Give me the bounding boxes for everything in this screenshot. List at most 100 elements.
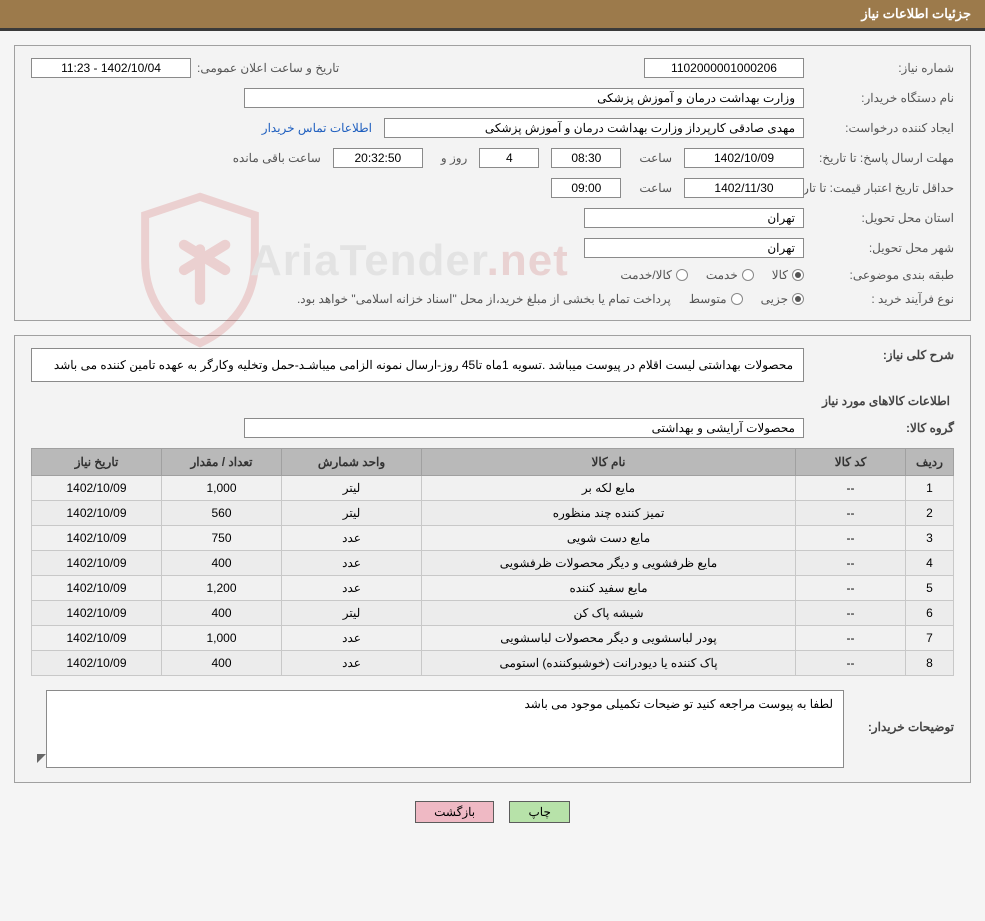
- col-name: نام کالا: [422, 449, 796, 476]
- requester-label: ایجاد کننده درخواست:: [804, 121, 954, 135]
- province-label: استان محل تحویل:: [804, 211, 954, 225]
- radio-goods-label: کالا: [766, 268, 788, 282]
- table-cell: --: [796, 626, 906, 651]
- radio-goods-service[interactable]: [676, 269, 688, 281]
- table-cell: 1402/10/09: [32, 476, 162, 501]
- table-cell: عدد: [282, 626, 422, 651]
- table-cell: 1: [906, 476, 954, 501]
- table-cell: لیتر: [282, 501, 422, 526]
- radio-medium[interactable]: [731, 293, 743, 305]
- table-cell: عدد: [282, 651, 422, 676]
- table-cell: 8: [906, 651, 954, 676]
- table-cell: --: [796, 526, 906, 551]
- process-note: پرداخت تمام یا بخشی از مبلغ خرید،از محل …: [31, 292, 671, 306]
- remaining-label: ساعت باقی مانده: [227, 151, 321, 165]
- print-button[interactable]: چاپ: [509, 801, 569, 823]
- table-cell: 1402/10/09: [32, 626, 162, 651]
- table-cell: --: [796, 601, 906, 626]
- details-panel: شماره نیاز: 1102000001000206 تاریخ و ساع…: [14, 45, 971, 321]
- table-cell: 7: [906, 626, 954, 651]
- hour-label-1: ساعت: [633, 151, 672, 165]
- table-cell: --: [796, 576, 906, 601]
- need-number-value: 1102000001000206: [644, 58, 804, 78]
- table-cell: 1402/10/09: [32, 576, 162, 601]
- table-cell: لیتر: [282, 601, 422, 626]
- table-cell: 4: [906, 551, 954, 576]
- resize-handle-icon[interactable]: [37, 754, 46, 763]
- table-cell: 1402/10/09: [32, 651, 162, 676]
- items-section-title: اطلاعات کالاهای مورد نیاز: [31, 394, 950, 408]
- deadline-date: 1402/10/09: [684, 148, 804, 168]
- table-cell: --: [796, 501, 906, 526]
- goods-group-value: محصولات آرایشی و بهداشتی: [244, 418, 804, 438]
- table-header-row: ردیف کد کالا نام کالا واحد شمارش تعداد /…: [32, 449, 954, 476]
- col-unit: واحد شمارش: [282, 449, 422, 476]
- buyer-note-text: لطفا به پیوست مراجعه کنید تو ضیحات تکمیل…: [46, 690, 844, 768]
- table-cell: 5: [906, 576, 954, 601]
- table-cell: --: [796, 551, 906, 576]
- table-cell: 400: [162, 551, 282, 576]
- table-cell: 400: [162, 601, 282, 626]
- table-row: 7--پودر لباسشویی و دیگر محصولات لباسشویی…: [32, 626, 954, 651]
- table-cell: مایع لکه بر: [422, 476, 796, 501]
- buyer-note-label: توضیحات خریدار:: [844, 690, 954, 734]
- min-valid-date: 1402/11/30: [684, 178, 804, 198]
- radio-medium-label: متوسط: [683, 292, 727, 306]
- table-cell: 750: [162, 526, 282, 551]
- back-button[interactable]: بازگشت: [415, 801, 494, 823]
- radio-partial-label: جزیی: [755, 292, 788, 306]
- overall-need-text: محصولات بهداشتی لیست اقلام در پیوست میبا…: [31, 348, 804, 382]
- table-cell: مایع دست شویی: [422, 526, 796, 551]
- announce-value: 1402/10/04 - 11:23: [31, 58, 191, 78]
- hour-label-2: ساعت: [633, 181, 672, 195]
- table-row: 4--مایع ظرفشویی و دیگر محصولات ظرفشوییعد…: [32, 551, 954, 576]
- col-row: ردیف: [906, 449, 954, 476]
- table-cell: پودر لباسشویی و دیگر محصولات لباسشویی: [422, 626, 796, 651]
- days-and-label: روز و: [435, 151, 468, 165]
- table-cell: تمیز کننده چند منظوره: [422, 501, 796, 526]
- announce-label: تاریخ و ساعت اعلان عمومی:: [191, 61, 339, 75]
- province-value: تهران: [584, 208, 804, 228]
- table-cell: مایع ظرفشویی و دیگر محصولات ظرفشویی: [422, 551, 796, 576]
- table-cell: 1402/10/09: [32, 551, 162, 576]
- page-title: جزئیات اطلاعات نیاز: [861, 6, 971, 21]
- table-cell: شیشه پاک کن: [422, 601, 796, 626]
- countdown-value: 20:32:50: [333, 148, 423, 168]
- table-cell: 1,200: [162, 576, 282, 601]
- table-row: 6--شیشه پاک کنلیتر4001402/10/09: [32, 601, 954, 626]
- radio-service-label: خدمت: [700, 268, 738, 282]
- table-row: 2--تمیز کننده چند منظورهلیتر5601402/10/0…: [32, 501, 954, 526]
- process-type-label: نوع فرآیند خرید :: [804, 292, 954, 306]
- items-table: ردیف کد کالا نام کالا واحد شمارش تعداد /…: [31, 448, 954, 676]
- table-cell: 1,000: [162, 476, 282, 501]
- table-cell: 6: [906, 601, 954, 626]
- city-label: شهر محل تحویل:: [804, 241, 954, 255]
- col-date: تاریخ نیاز: [32, 449, 162, 476]
- goods-group-label: گروه کالا:: [804, 421, 954, 435]
- radio-service[interactable]: [742, 269, 754, 281]
- deadline-time: 08:30: [551, 148, 621, 168]
- buyer-org-value: وزارت بهداشت درمان و آموزش پزشكی: [244, 88, 804, 108]
- table-row: 5--مایع سفید کنندهعدد1,2001402/10/09: [32, 576, 954, 601]
- table-cell: 1,000: [162, 626, 282, 651]
- button-bar: چاپ بازگشت: [0, 791, 985, 843]
- city-value: تهران: [584, 238, 804, 258]
- min-valid-label: حداقل تاریخ اعتبار قیمت: تا تاریخ:: [804, 181, 954, 195]
- page-title-band: جزئیات اطلاعات نیاز: [0, 0, 985, 31]
- radio-goods[interactable]: [792, 269, 804, 281]
- radio-partial[interactable]: [792, 293, 804, 305]
- table-cell: 560: [162, 501, 282, 526]
- table-cell: پاک کننده یا دیودرانت (خوشبوکننده) استوم…: [422, 651, 796, 676]
- requester-value: مهدی صادقی کارپرداز وزارت بهداشت درمان و…: [384, 118, 804, 138]
- radio-goods-service-label: کالا/خدمت: [614, 268, 671, 282]
- buyer-contact-link[interactable]: اطلاعات تماس خریدار: [262, 121, 372, 135]
- table-cell: --: [796, 651, 906, 676]
- table-row: 3--مایع دست شوییعدد7501402/10/09: [32, 526, 954, 551]
- days-remaining: 4: [479, 148, 539, 168]
- table-row: 1--مایع لکه برلیتر1,0001402/10/09: [32, 476, 954, 501]
- table-cell: 1402/10/09: [32, 601, 162, 626]
- table-cell: عدد: [282, 551, 422, 576]
- overall-need-label: شرح کلی نیاز:: [804, 348, 954, 362]
- table-cell: 1402/10/09: [32, 501, 162, 526]
- table-cell: عدد: [282, 576, 422, 601]
